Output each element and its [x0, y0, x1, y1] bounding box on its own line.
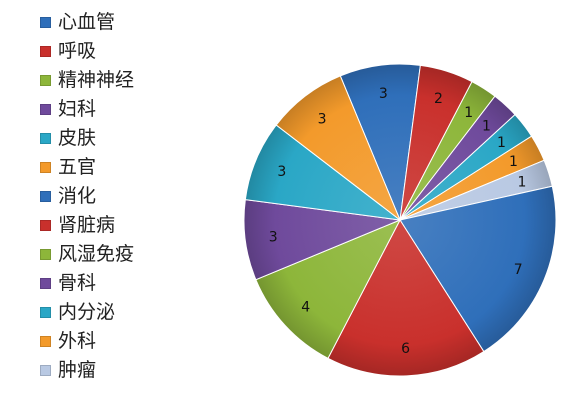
legend-item: 内分泌: [40, 298, 134, 327]
legend-label: 五官: [58, 156, 97, 178]
legend-label: 呼吸: [58, 40, 97, 62]
legend-label: 肿瘤: [58, 359, 97, 381]
legend-label: 心血管: [58, 11, 116, 33]
legend-item: 消化: [40, 182, 134, 211]
legend-item: 妇科: [40, 95, 134, 124]
legend-swatch: [40, 104, 51, 115]
legend-item: 五官: [40, 153, 134, 182]
pie-slice: [327, 219, 485, 377]
legend-label: 外科: [58, 330, 97, 352]
slice-data-label: 1: [482, 119, 491, 135]
legend-item: 精神神经: [40, 66, 134, 95]
legend-item: 肿瘤: [40, 356, 134, 385]
legend-swatch: [40, 307, 51, 318]
pie-slice: [255, 219, 402, 360]
slice-data-label: 1: [518, 175, 527, 191]
slice-data-label: 1: [464, 105, 473, 121]
legend-label: 妇科: [58, 98, 97, 120]
legend-item: 呼吸: [40, 37, 134, 66]
slice-data-label: 3: [379, 86, 388, 102]
legend-item: 骨科: [40, 269, 134, 298]
legend-label: 精神神经: [58, 69, 135, 91]
slice-data-label: 1: [497, 135, 506, 151]
legend-item: 心血管: [40, 8, 134, 37]
legend-swatch: [40, 46, 51, 57]
legend-swatch: [40, 75, 51, 86]
slice-data-label: 2: [434, 91, 443, 107]
legend-swatch: [40, 336, 51, 347]
legend-label: 肾脏病: [58, 214, 116, 236]
legend-swatch: [40, 191, 51, 202]
pie-slice: [399, 185, 557, 353]
legend-swatch: [40, 133, 51, 144]
legend-swatch: [40, 17, 51, 28]
chart-legend: 心血管呼吸精神神经妇科皮肤五官消化肾脏病风湿免疫骨科内分泌外科肿瘤: [40, 8, 134, 385]
legend-label: 皮肤: [58, 127, 97, 149]
legend-label: 内分泌: [58, 301, 116, 323]
slice-data-label: 3: [277, 164, 286, 180]
slice-data-label: 6: [401, 341, 410, 357]
slice-data-label: 1: [509, 154, 518, 170]
legend-item: 风湿免疫: [40, 240, 134, 269]
pie-slice: [275, 75, 402, 222]
legend-label: 消化: [58, 185, 97, 207]
legend-item: 皮肤: [40, 124, 134, 153]
legend-swatch: [40, 220, 51, 231]
slice-data-label: 4: [301, 299, 310, 315]
legend-label: 骨科: [58, 272, 97, 294]
legend-label: 风湿免疫: [58, 243, 135, 265]
legend-swatch: [40, 365, 51, 376]
legend-item: 肾脏病: [40, 211, 134, 240]
slice-data-label: 3: [269, 230, 278, 246]
legend-swatch: [40, 249, 51, 260]
legend-swatch: [40, 278, 51, 289]
legend-item: 外科: [40, 327, 134, 356]
legend-swatch: [40, 162, 51, 173]
slice-data-label: 3: [318, 112, 327, 128]
slice-data-label: 7: [514, 262, 523, 278]
